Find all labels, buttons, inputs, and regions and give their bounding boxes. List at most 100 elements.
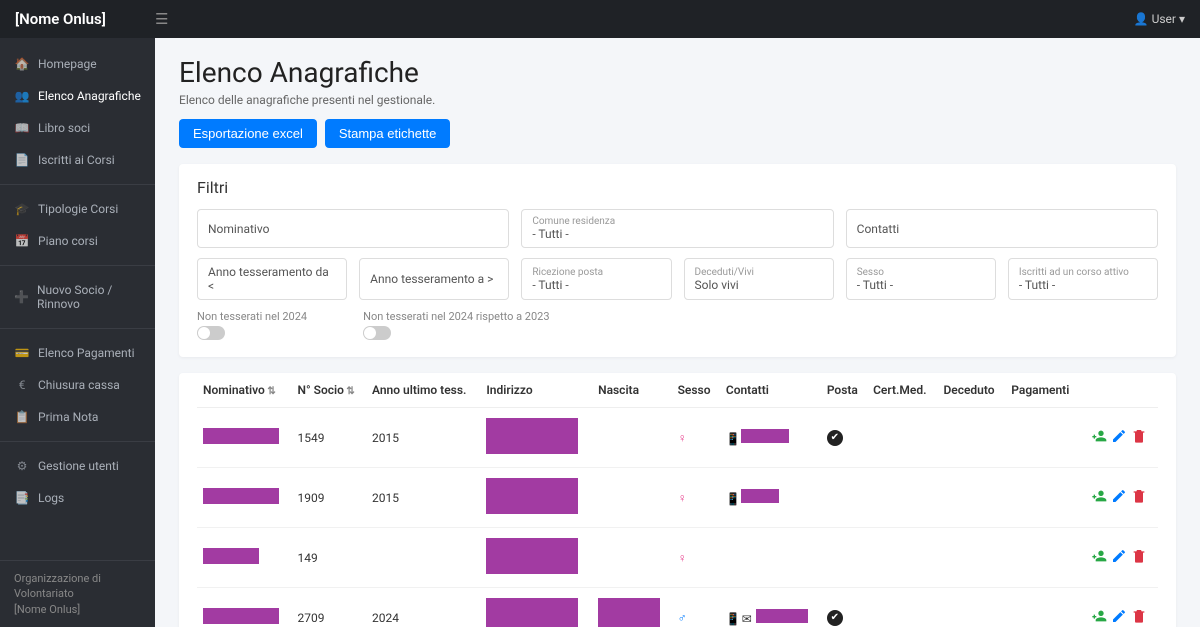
col-contatti[interactable]: Contatti: [720, 373, 821, 408]
topbar: [Nome Onlus] ☰ 👤 User ▾: [0, 0, 1200, 38]
sidebar-item-label: Gestione utenti: [38, 459, 119, 473]
filter-anno-da[interactable]: Anno tesseramento da <: [197, 258, 347, 300]
gear-icon: ⚙: [14, 459, 30, 473]
cell-deceduto: [937, 528, 1005, 588]
sidebar-item-chiusura-cassa[interactable]: € Chiusura cassa: [0, 369, 155, 401]
sidebar: 🏠Homepage👥Elenco Anagrafiche📖Libro soci📄…: [0, 38, 155, 627]
col-pagamenti[interactable]: Pagamenti: [1005, 373, 1080, 408]
col-sesso[interactable]: Sesso: [672, 373, 720, 408]
cell-indirizzo: [480, 468, 592, 528]
footer-line2: [Nome Onlus]: [14, 602, 141, 617]
page-title: Elenco Anagrafiche: [179, 56, 1176, 89]
sidebar-item-label: Prima Nota: [38, 410, 98, 424]
filter-contatti[interactable]: Contatti: [846, 209, 1158, 248]
cell-posta: ✔: [821, 588, 867, 627]
table-row: 149♀: [197, 528, 1158, 588]
sidebar-item-piano-corsi[interactable]: 📅Piano corsi: [0, 225, 155, 257]
cell-deceduto: [937, 588, 1005, 627]
sidebar-item-label: Nuovo Socio / Rinnovo: [37, 283, 141, 311]
sidebar-item-nuovo-socio-rinnovo[interactable]: ➕ Nuovo Socio / Rinnovo: [0, 274, 155, 320]
cell-posta: ✔: [821, 408, 867, 468]
col-anno[interactable]: Anno ultimo tess.: [366, 373, 480, 408]
cell-nominativo: [197, 528, 292, 588]
cell-anno: 2015: [366, 468, 480, 528]
delete-icon[interactable]: [1131, 613, 1147, 627]
print-labels-button[interactable]: Stampa etichette: [325, 119, 451, 148]
sidebar-item-logs[interactable]: 📑Logs: [0, 482, 155, 514]
sidebar-item-label: Libro soci: [38, 121, 90, 135]
sidebar-item-label: Iscritti ai Corsi: [38, 153, 115, 167]
sidebar-item-libro-soci[interactable]: 📖Libro soci: [0, 112, 155, 144]
cell-nominativo: [197, 588, 292, 627]
mobile-icon: 📱: [726, 432, 738, 446]
sidebar-item-homepage[interactable]: 🏠Homepage: [0, 48, 155, 80]
col-nominativo[interactable]: Nominativo: [197, 373, 292, 408]
sidebar-item-iscritti-ai-corsi[interactable]: 📄Iscritti ai Corsi: [0, 144, 155, 176]
pay-icon: 💳: [14, 346, 30, 360]
users-icon: 👥: [14, 89, 30, 103]
switch-icon[interactable]: [197, 326, 225, 340]
filter-deceduti[interactable]: Deceduti/Vivi Solo vivi: [684, 258, 834, 300]
user-menu[interactable]: 👤 User ▾: [1134, 12, 1185, 26]
sidebar-item-gestione-utenti[interactable]: ⚙ Gestione utenti: [0, 450, 155, 482]
filter-comune[interactable]: Comune residenza - Tutti -: [521, 209, 833, 248]
edit-icon[interactable]: [1111, 493, 1127, 507]
male-icon: ♂: [678, 611, 687, 625]
table-row: 15492015♀📱 ✔: [197, 408, 1158, 468]
toggle-non-tesserati-2024[interactable]: Non tesserati nel 2024: [197, 310, 307, 343]
sidebar-item-label: Chiusura cassa: [38, 378, 120, 392]
userplus-icon: ➕: [14, 290, 29, 304]
toggle-non-tesserati-2024-vs-2023[interactable]: Non tesserati nel 2024 rispetto a 2023: [363, 310, 549, 343]
sidebar-item-label: Piano corsi: [38, 234, 98, 248]
filter-sesso[interactable]: Sesso - Tutti -: [846, 258, 996, 300]
filters-title: Filtri: [197, 178, 1158, 197]
add-user-icon[interactable]: [1091, 433, 1107, 447]
brand: [Nome Onlus]: [15, 10, 155, 28]
sidebar-item-elenco-pagamenti[interactable]: 💳 Elenco Pagamenti: [0, 337, 155, 369]
col-indirizzo[interactable]: Indirizzo: [480, 373, 592, 408]
sidebar-item-prima-nota[interactable]: 📋 Prima Nota: [0, 401, 155, 433]
note-icon: 📋: [14, 410, 30, 424]
add-user-icon[interactable]: [1091, 613, 1107, 627]
col-deceduto[interactable]: Deceduto: [937, 373, 1005, 408]
cell-cert: [867, 408, 937, 468]
cell-nominativo: [197, 408, 292, 468]
col-nsocio[interactable]: N° Socio: [292, 373, 366, 408]
sidebar-item-elenco-anagrafiche[interactable]: 👥Elenco Anagrafiche: [0, 80, 155, 112]
cell-cert: [867, 468, 937, 528]
cell-anno: 2024: [366, 588, 480, 627]
add-user-icon[interactable]: [1091, 493, 1107, 507]
cell-nascita: [592, 468, 672, 528]
cell-nascita: [592, 528, 672, 588]
col-nascita[interactable]: Nascita: [592, 373, 672, 408]
cell-sesso: ♀: [672, 408, 720, 468]
export-excel-button[interactable]: Esportazione excel: [179, 119, 317, 148]
chevron-down-icon: ▾: [1179, 12, 1185, 26]
filter-ricezione[interactable]: Ricezione posta - Tutti -: [521, 258, 671, 300]
switch-icon[interactable]: [363, 326, 391, 340]
filter-iscritti[interactable]: Iscritti ad un corso attivo - Tutti -: [1008, 258, 1158, 300]
sidebar-item-label: Elenco Pagamenti: [38, 346, 135, 360]
edit-icon[interactable]: [1111, 433, 1127, 447]
filter-nominativo[interactable]: Nominativo: [197, 209, 509, 248]
sidebar-item-label: Logs: [38, 491, 64, 505]
edit-icon[interactable]: [1111, 553, 1127, 567]
euro-icon: €: [14, 378, 30, 392]
cell-actions: [1081, 528, 1158, 588]
col-cert[interactable]: Cert.Med.: [867, 373, 937, 408]
add-user-icon[interactable]: [1091, 553, 1107, 567]
col-posta[interactable]: Posta: [821, 373, 867, 408]
delete-icon[interactable]: [1131, 553, 1147, 567]
cell-pagamenti: [1005, 468, 1080, 528]
cell-nominativo: [197, 468, 292, 528]
delete-icon[interactable]: [1131, 433, 1147, 447]
cell-indirizzo: [480, 528, 592, 588]
filter-anno-a[interactable]: Anno tesseramento a >: [359, 258, 509, 300]
delete-icon[interactable]: [1131, 493, 1147, 507]
hamburger-icon[interactable]: ☰: [155, 10, 168, 28]
edit-icon[interactable]: [1111, 613, 1127, 627]
female-icon: ♀: [678, 431, 687, 445]
table-card: Nominativo N° Socio Anno ultimo tess. In…: [179, 373, 1176, 627]
female-icon: ♀: [678, 491, 687, 505]
sidebar-item-tipologie-corsi[interactable]: 🎓Tipologie Corsi: [0, 193, 155, 225]
